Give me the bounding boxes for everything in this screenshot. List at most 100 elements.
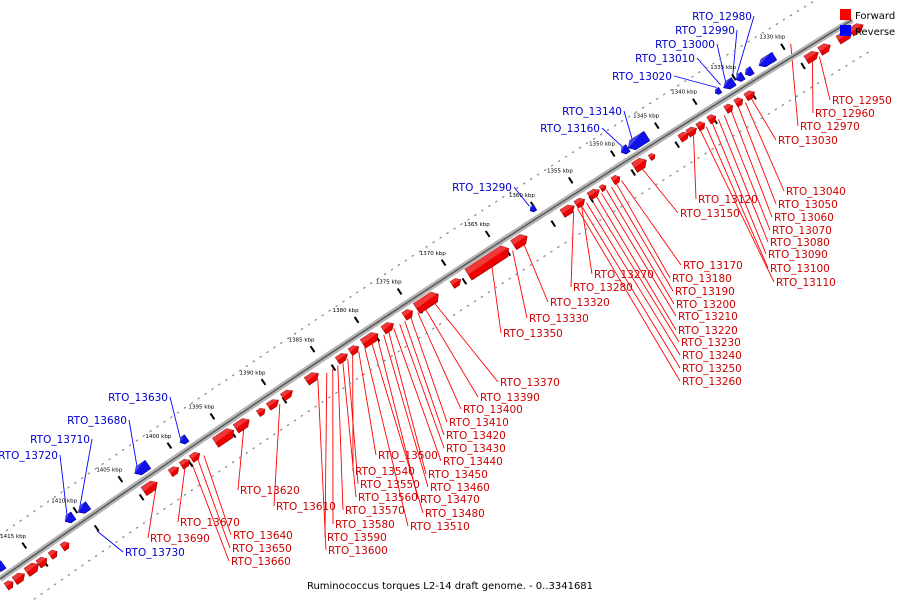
forward-gene-label[interactable]: RTO_13350 [503,328,563,340]
kbp-tick-label: 1370 kbp [420,251,446,257]
forward-gene-label[interactable]: RTO_13110 [776,277,836,289]
forward-gene-label[interactable]: RTO_13200 [676,299,736,311]
reverse-gene-arrow[interactable] [75,501,90,516]
forward-gene-label[interactable]: RTO_13610 [276,501,336,513]
reverse-gene-label[interactable]: RTO_13290 [452,182,512,194]
forward-gene-label[interactable]: RTO_13210 [678,311,738,323]
forward-gene-arrow[interactable] [450,276,463,289]
forward-gene-arrow[interactable] [256,406,267,417]
forward-gene-arrow[interactable] [60,539,71,551]
forward-gene-label[interactable]: RTO_12960 [815,108,875,120]
forward-gene-label[interactable]: RTO_13190 [675,286,735,298]
forward-gene-arrow[interactable] [574,196,587,209]
forward-gene-arrow[interactable] [733,95,744,107]
forward-gene-label[interactable]: RTO_13500 [378,450,438,462]
kbp-tick-mark [611,151,615,157]
forward-gene-label[interactable]: RTO_13370 [500,377,560,389]
reverse-gene-label[interactable]: RTO_13720 [0,450,58,462]
forward-gene-arrow[interactable] [168,464,181,477]
legend-forward-swatch [840,9,851,20]
reverse-gene-arrow[interactable] [743,66,754,78]
forward-gene-label[interactable]: RTO_13410 [449,417,509,429]
forward-gene-label[interactable]: RTO_13260 [682,376,742,388]
forward-gene-label[interactable]: RTO_13620 [240,485,300,497]
label-leader-line [751,99,776,140]
label-leader-line [148,488,156,538]
reverse-gene-arrow[interactable] [734,72,745,84]
forward-gene-label[interactable]: RTO_13030 [778,135,838,147]
forward-gene-label[interactable]: RTO_13240 [682,350,742,362]
forward-gene-label[interactable]: RTO_13280 [573,282,633,294]
forward-gene-label[interactable]: RTO_12950 [832,95,892,107]
reverse-gene-label[interactable]: RTO_13680 [67,415,127,427]
forward-gene-label[interactable]: RTO_13080 [770,237,830,249]
label-leader-line [400,324,444,448]
forward-gene-label[interactable]: RTO_13440 [443,456,503,468]
forward-gene-label[interactable]: RTO_13420 [446,430,506,442]
forward-gene-label[interactable]: RTO_13090 [768,249,828,261]
forward-gene-label[interactable]: RTO_13170 [683,260,743,272]
forward-gene-label[interactable]: RTO_13270 [594,269,654,281]
forward-gene-label[interactable]: RTO_13250 [682,363,742,375]
forward-gene-label[interactable]: RTO_13470 [420,494,480,506]
forward-gene-arrow[interactable] [695,119,706,131]
forward-gene-arrow[interactable] [4,578,15,590]
forward-gene-label[interactable]: RTO_13220 [678,325,738,337]
forward-gene-label[interactable]: RTO_13640 [233,530,293,542]
kbp-tick-label: 1365 kbp [464,222,490,228]
forward-gene-label[interactable]: RTO_13540 [355,466,415,478]
reverse-gene-label[interactable]: RTO_12980 [692,11,752,23]
label-leader-line [622,181,682,265]
forward-gene-label[interactable]: RTO_13230 [681,337,741,349]
reverse-gene-label[interactable]: RTO_13000 [655,39,715,51]
forward-gene-label[interactable]: RTO_13690 [150,533,210,545]
forward-gene-arrow[interactable] [189,450,202,463]
reverse-gene-label[interactable]: RTO_13160 [540,123,600,135]
reverse-gene-label[interactable]: RTO_13140 [562,106,622,118]
forward-gene-label[interactable]: RTO_13580 [335,519,395,531]
kbp-tick-label: 1380 kbp [333,308,359,314]
forward-gene-label[interactable]: RTO_13570 [345,505,405,517]
forward-gene-label[interactable]: RTO_13390 [480,392,540,404]
forward-gene-label[interactable]: RTO_13460 [430,482,490,494]
forward-gene-label[interactable]: RTO_13650 [232,543,292,555]
forward-gene-label[interactable]: RTO_13510 [410,521,470,533]
reverse-gene-label[interactable]: RTO_13010 [635,53,695,65]
reverse-gene-arrow[interactable] [713,87,722,96]
forward-gene-label[interactable]: RTO_13550 [360,479,420,491]
reverse-gene-label[interactable]: RTO_12990 [675,25,735,37]
forward-gene-label[interactable]: RTO_13060 [774,212,834,224]
forward-gene-label[interactable]: RTO_13600 [328,545,388,557]
forward-gene-label[interactable]: RTO_13400 [463,404,523,416]
reverse-gene-label[interactable]: RTO_13630 [108,392,168,404]
forward-gene-arrow[interactable] [723,102,734,114]
forward-gene-arrow[interactable] [648,152,657,161]
forward-gene-label[interactable]: RTO_13180 [672,273,732,285]
forward-gene-label[interactable]: RTO_13070 [772,225,832,237]
reverse-gene-label[interactable]: RTO_13020 [612,71,672,83]
forward-gene-label[interactable]: RTO_13590 [327,532,387,544]
forward-gene-label[interactable]: RTO_12970 [800,121,860,133]
forward-gene-label[interactable]: RTO_13670 [180,517,240,529]
forward-gene-label[interactable]: RTO_13450 [428,469,488,481]
reverse-gene-label[interactable]: RTO_13730 [125,547,185,559]
forward-gene-arrow[interactable] [611,173,622,185]
forward-gene-label[interactable]: RTO_13150 [680,208,740,220]
forward-gene-arrow[interactable] [48,548,59,560]
forward-gene-label[interactable]: RTO_13120 [698,194,758,206]
forward-gene-label[interactable]: RTO_13560 [358,492,418,504]
kbp-tick-label: 1345 kbp [633,114,659,120]
forward-gene-label[interactable]: RTO_13660 [231,556,291,568]
forward-gene-arrow[interactable] [401,307,415,321]
reverse-gene-label[interactable]: RTO_13710 [30,434,90,446]
forward-gene-label[interactable]: RTO_13100 [770,263,830,275]
forward-gene-label[interactable]: RTO_13050 [778,199,838,211]
forward-gene-label[interactable]: RTO_13320 [550,297,610,309]
forward-gene-label[interactable]: RTO_13480 [425,508,485,520]
forward-gene-label[interactable]: RTO_13330 [529,313,589,325]
reverse-gene-arrow[interactable] [62,511,76,525]
reverse-gene-arrow[interactable] [721,77,736,92]
legend-reverse-label: Reverse [855,27,895,38]
forward-gene-label[interactable]: RTO_13040 [786,186,846,198]
forward-gene-label[interactable]: RTO_13430 [446,443,506,455]
